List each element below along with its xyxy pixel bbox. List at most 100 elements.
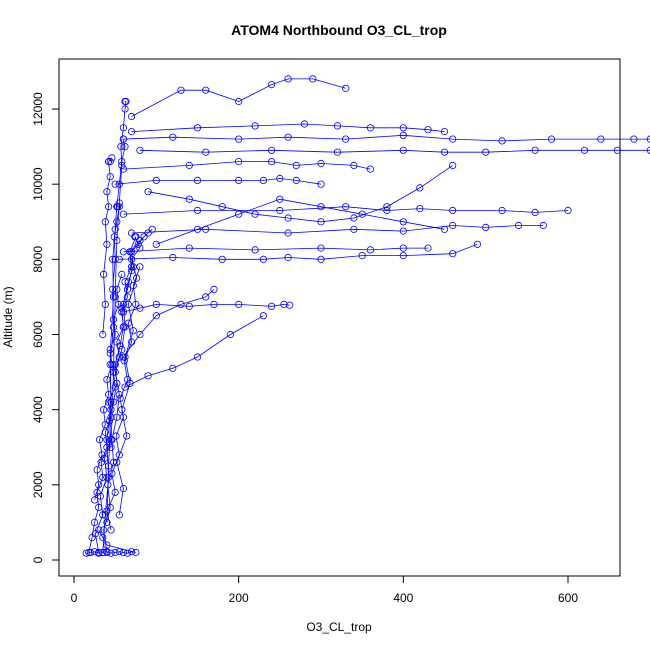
- chart-title: ATOM4 Northbound O3_CL_trop: [231, 22, 447, 38]
- data-point: [132, 548, 140, 557]
- data-point: [133, 274, 141, 282]
- data-point: [547, 135, 556, 143]
- data-point: [109, 285, 117, 293]
- data-point: [111, 293, 119, 301]
- series-26: [99, 154, 116, 339]
- series-16: [115, 240, 481, 263]
- data-point: [123, 432, 131, 440]
- data-point: [124, 278, 132, 286]
- data-point: [267, 158, 276, 166]
- y-tick-label: 4000: [31, 396, 45, 423]
- data-point: [120, 357, 128, 365]
- data-point: [95, 481, 103, 489]
- data-point: [531, 146, 539, 154]
- data-point: [193, 225, 202, 233]
- data-point: [114, 300, 123, 308]
- data-point: [99, 473, 107, 481]
- series-7: [119, 131, 650, 145]
- data-point: [399, 244, 407, 252]
- data-point: [399, 218, 407, 226]
- series-2: [91, 225, 156, 557]
- data-point: [148, 225, 156, 233]
- data-point: [136, 146, 144, 154]
- data-point: [108, 360, 116, 369]
- data-point: [103, 375, 111, 384]
- data-point: [202, 86, 210, 94]
- data-point: [169, 133, 177, 141]
- data-point: [276, 174, 284, 183]
- data-point: [101, 511, 109, 519]
- series-line: [131, 78, 346, 117]
- data-point: [144, 372, 152, 380]
- data-point: [350, 161, 358, 169]
- series-17: [119, 300, 294, 316]
- data-point: [177, 86, 185, 94]
- data-point: [185, 161, 193, 169]
- data-point: [108, 154, 116, 162]
- data-point: [113, 203, 121, 211]
- x-tick-label: 200: [229, 591, 249, 605]
- data-point: [115, 255, 123, 263]
- data-point: [210, 300, 218, 308]
- data-point: [193, 124, 202, 132]
- data-point: [107, 549, 115, 557]
- data-point: [113, 458, 121, 466]
- data-point: [101, 421, 109, 429]
- data-point: [118, 345, 126, 354]
- data-point: [416, 205, 424, 213]
- data-point: [482, 148, 490, 156]
- data-point: [129, 327, 137, 335]
- data-point: [646, 135, 650, 143]
- data-point: [284, 133, 292, 141]
- data-point: [128, 255, 136, 263]
- data-point: [91, 518, 99, 527]
- data-point: [399, 146, 407, 154]
- data-point: [113, 218, 121, 226]
- series-19: [119, 285, 218, 361]
- data-point: [498, 137, 506, 145]
- data-point: [185, 244, 193, 252]
- data-point: [111, 255, 119, 263]
- y-tick-label: 2000: [31, 471, 45, 498]
- data-point: [91, 496, 99, 504]
- data-point: [119, 124, 128, 132]
- x-tick-label: 0: [71, 591, 78, 605]
- data-point: [630, 135, 638, 143]
- data-point: [111, 488, 119, 496]
- series-line: [156, 198, 445, 245]
- data-point: [95, 526, 103, 534]
- data-point: [131, 233, 139, 241]
- data-point: [118, 161, 126, 169]
- data-point: [350, 225, 358, 233]
- data-point: [300, 120, 309, 128]
- data-point: [152, 240, 160, 248]
- data-point: [118, 406, 126, 414]
- data-point: [91, 548, 99, 556]
- data-point: [117, 143, 125, 151]
- data-point: [144, 229, 152, 237]
- data-point: [366, 246, 374, 254]
- data-point: [424, 126, 432, 134]
- x-axis-label: O3_CL_trop: [306, 620, 372, 634]
- data-point: [259, 255, 267, 263]
- data-point: [118, 270, 126, 278]
- series-12: [111, 174, 325, 188]
- series-10: [128, 75, 350, 121]
- data-point: [109, 323, 118, 331]
- data-point: [105, 398, 113, 406]
- series-line: [124, 315, 264, 388]
- data-point: [358, 210, 366, 218]
- data-point: [111, 368, 119, 376]
- data-point: [286, 301, 294, 309]
- data-point: [424, 244, 432, 252]
- data-point: [121, 143, 129, 151]
- data-point: [251, 122, 259, 130]
- data-point: [473, 240, 481, 248]
- data-point: [105, 462, 113, 470]
- data-point: [267, 81, 276, 89]
- data-point: [109, 293, 118, 301]
- data-point: [597, 135, 605, 143]
- series-9: [128, 120, 449, 136]
- series-14: [128, 221, 547, 237]
- data-point: [105, 390, 113, 399]
